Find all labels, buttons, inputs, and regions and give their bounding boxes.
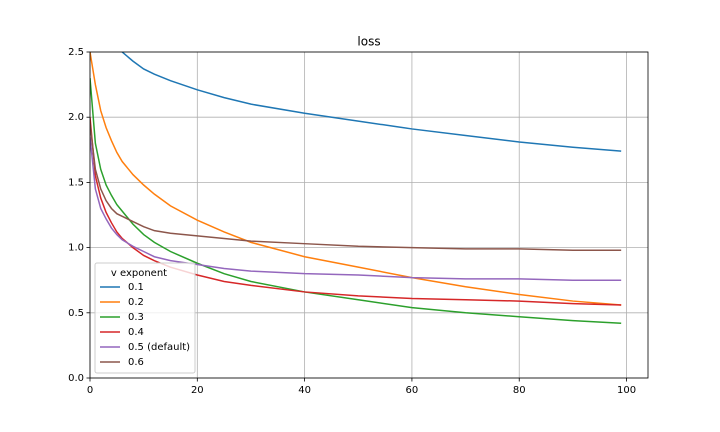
x-tick-label: 40	[298, 385, 311, 396]
legend-label: 0.1	[128, 282, 144, 293]
series-line	[90, 136, 622, 281]
series-line	[90, 78, 622, 324]
plot-frame	[89, 51, 649, 379]
y-tick-label: 2.5	[68, 47, 84, 58]
series-line	[121, 52, 622, 152]
chart-title: loss	[357, 35, 380, 49]
y-tick-label: 2.0	[68, 112, 84, 123]
legend-label: 0.5 (default)	[128, 342, 190, 353]
legend-label: 0.2	[128, 297, 144, 308]
legend-label: 0.3	[128, 312, 144, 323]
series-line	[90, 52, 622, 306]
legend-label: 0.4	[128, 327, 144, 338]
x-tick-label: 80	[513, 385, 526, 396]
x-tick-label: 100	[617, 385, 636, 396]
legend-title: v exponent	[111, 268, 167, 279]
legend-label: 0.6	[128, 357, 144, 368]
series-line	[90, 123, 622, 251]
x-tick-label: 60	[406, 385, 419, 396]
x-tick-label: 0	[87, 385, 93, 396]
y-tick-label: 0.5	[68, 308, 84, 319]
y-tick-label: 1.0	[68, 243, 84, 254]
x-tick-label: 20	[191, 385, 204, 396]
y-tick-label: 1.5	[68, 177, 84, 188]
y-tick-label: 0.0	[68, 373, 84, 384]
legend-box	[94, 262, 196, 374]
